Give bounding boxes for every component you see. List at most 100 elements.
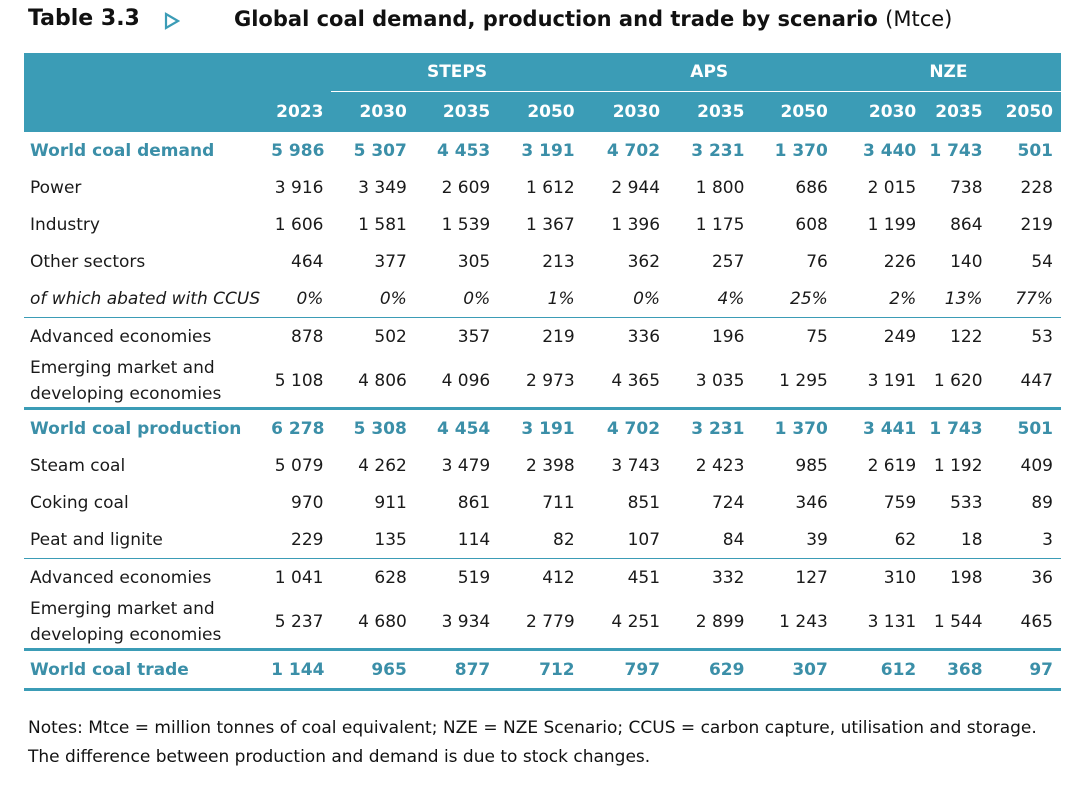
table-cell: 6 278 bbox=[271, 407, 332, 447]
table-cell: 2 973 bbox=[525, 371, 575, 391]
table-cell: 377 bbox=[374, 251, 407, 272]
table-cell: 4 702 bbox=[582, 407, 669, 447]
table-cell: 310 bbox=[835, 558, 925, 596]
table-row: Coking coal 970 911 861 711 851 724 346 759 533 89 bbox=[24, 484, 1061, 521]
table-cell: 1 396 bbox=[611, 214, 661, 235]
table-cell: 2 423 bbox=[695, 455, 745, 476]
table-cell: 5 986 bbox=[271, 140, 325, 161]
table-cell: 307 bbox=[752, 648, 836, 691]
table-cell: 0% bbox=[633, 288, 661, 309]
table-cell: 249 bbox=[835, 317, 925, 355]
table-cell: 368 bbox=[924, 648, 991, 691]
table-cell: 0% bbox=[379, 288, 407, 309]
table-cell: 3 441 bbox=[835, 407, 925, 447]
table-cell: 965 bbox=[331, 648, 415, 691]
table-cell: 75 bbox=[752, 317, 836, 355]
table-row: Emerging market and developing economies… bbox=[24, 355, 1061, 409]
table-cell: 1 243 bbox=[779, 612, 828, 632]
table-cell: 3 131 bbox=[867, 612, 917, 632]
table-row: World coal trade 1 144 965 877 712 797 629 307 6… bbox=[24, 648, 1061, 691]
table-cell: 612 bbox=[835, 648, 925, 691]
table-cell: 346 bbox=[795, 492, 828, 513]
table-cell: 3 191 bbox=[521, 140, 575, 161]
table-row: Advanced economies 1 041 628 519 412 451 332 12… bbox=[24, 558, 1061, 596]
table-row: Steam coal 5 079 4 262 3 479 2 398 3 743 2 423… bbox=[24, 447, 1061, 484]
table-row: World coal demand 5 986 5 307 4 453 3 191 4 7… bbox=[24, 132, 1061, 169]
table-cell: 5 308 bbox=[331, 407, 415, 447]
table-body: World coal demand 5 986 5 307 4 453 3 191 4 7… bbox=[24, 132, 1061, 691]
year-header: 2023 bbox=[271, 91, 332, 132]
scenario-header-row: STEPS APS NZE bbox=[24, 53, 1061, 92]
table-cell: 0% bbox=[296, 288, 324, 309]
table-cell: 4 365 bbox=[611, 371, 661, 391]
table-row: Peat and lignite 229 135 114 82 107 84 39 62 18 3 bbox=[24, 521, 1061, 559]
table-cell: 107 bbox=[627, 529, 661, 550]
table-cell: 686 bbox=[795, 177, 828, 198]
table-cell: 1% bbox=[547, 288, 575, 309]
table-unit: (Mtce) bbox=[885, 7, 953, 31]
table-cell: 1 041 bbox=[271, 558, 332, 596]
table-cell: 451 bbox=[582, 558, 669, 596]
table-cell: 228 bbox=[1020, 177, 1053, 198]
row-label: Peat and lignite bbox=[30, 529, 163, 550]
table-cell: 797 bbox=[582, 648, 669, 691]
table-cell: 213 bbox=[542, 251, 575, 272]
table-cell: 447 bbox=[1020, 371, 1053, 391]
table-cell: 5 108 bbox=[274, 371, 324, 391]
table-cell: 82 bbox=[553, 529, 575, 550]
table-cell: 519 bbox=[414, 558, 499, 596]
table-cell: 2 899 bbox=[695, 612, 745, 632]
table-cell: 1 370 bbox=[774, 140, 828, 161]
table-cell: 305 bbox=[457, 251, 491, 272]
table-cell: 196 bbox=[668, 317, 753, 355]
row-label: Power bbox=[30, 177, 82, 198]
table-cell: 5 307 bbox=[353, 140, 407, 161]
table-cell: 712 bbox=[498, 648, 583, 691]
table-cell: 412 bbox=[498, 558, 583, 596]
table-cell: 3 916 bbox=[274, 177, 324, 198]
table-cell: 362 bbox=[627, 251, 661, 272]
row-label: Steam coal bbox=[30, 455, 126, 476]
table-cell: 3 934 bbox=[441, 612, 491, 632]
table-cell: 1 370 bbox=[752, 407, 836, 447]
table-cell: 4 806 bbox=[358, 371, 407, 391]
table-cell: 5 079 bbox=[274, 455, 324, 476]
table-cell: 1 606 bbox=[274, 214, 324, 235]
row-label: Coking coal bbox=[30, 492, 129, 513]
table-title-text: Global coal demand, production and trade… bbox=[234, 7, 878, 31]
table-cell: 2% bbox=[889, 288, 917, 309]
row-label: Advanced economies bbox=[24, 558, 272, 596]
row-label: of which abated with CCUS bbox=[30, 288, 261, 309]
table-cell: 226 bbox=[883, 251, 917, 272]
row-label: World coal production bbox=[24, 407, 272, 447]
table-cell: 1 743 bbox=[929, 140, 983, 161]
table-cell: 1 539 bbox=[441, 214, 491, 235]
table-row: Emerging market and developing economies… bbox=[24, 596, 1061, 650]
table-cell: 127 bbox=[752, 558, 836, 596]
table-cell: 1 199 bbox=[867, 214, 917, 235]
table-cell: 2 944 bbox=[611, 177, 661, 198]
table-row: Advanced economies 878 502 357 219 336 196 75 24… bbox=[24, 317, 1061, 355]
table-cell: 3 479 bbox=[441, 455, 491, 476]
table-cell: 4 680 bbox=[358, 612, 407, 632]
table-cell: 3 231 bbox=[668, 407, 753, 447]
table-cell: 711 bbox=[542, 492, 575, 513]
row-label: Advanced economies bbox=[24, 317, 272, 355]
table-row: of which abated with CCUS 0% 0% 0% 1% 0% 4% 25%… bbox=[24, 280, 1061, 318]
table-cell: 4 702 bbox=[606, 140, 661, 161]
table-cell: 628 bbox=[331, 558, 415, 596]
year-header: 2030 bbox=[582, 91, 669, 132]
year-header: 2030 bbox=[835, 91, 925, 132]
table-cell: 724 bbox=[711, 492, 745, 513]
triangle-pointer-icon bbox=[164, 12, 180, 30]
table-cell: 608 bbox=[795, 214, 828, 235]
table-cell: 76 bbox=[806, 251, 828, 272]
table-cell: 3 bbox=[1042, 529, 1053, 550]
table-cell: 4 453 bbox=[437, 140, 491, 161]
table-cell: 3 440 bbox=[863, 140, 917, 161]
table-cell: 2 015 bbox=[867, 177, 917, 198]
table-cell: 4% bbox=[717, 288, 745, 309]
table-cell: 3 349 bbox=[358, 177, 407, 198]
table-row: World coal production 6 278 5 308 4 454 3 19… bbox=[24, 407, 1061, 447]
row-label: Emerging market and developing economies bbox=[30, 599, 222, 645]
